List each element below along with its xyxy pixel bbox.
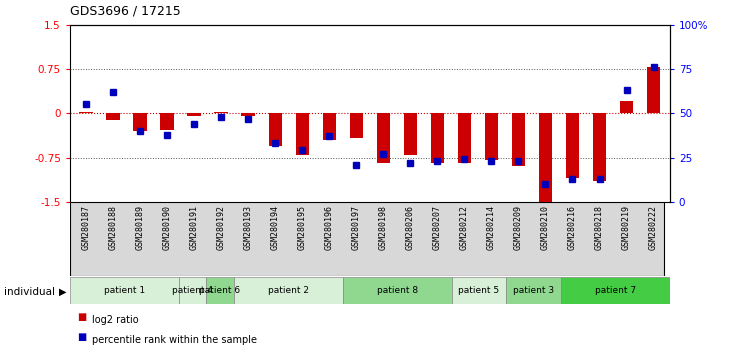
Text: GSM280195: GSM280195	[298, 205, 307, 250]
Bar	[214, 112, 228, 113]
Text: patient 4: patient 4	[172, 286, 213, 295]
Text: GSM280214: GSM280214	[487, 205, 496, 250]
Text: ▶: ▶	[59, 287, 66, 297]
Bar	[620, 102, 633, 113]
Text: percentile rank within the sample: percentile rank within the sample	[92, 335, 257, 345]
Bar	[458, 113, 471, 164]
Bar	[296, 113, 309, 155]
Text: patient 2: patient 2	[268, 286, 308, 295]
Bar	[179, 277, 206, 304]
Bar	[561, 277, 670, 304]
Bar	[206, 277, 233, 304]
Text: patient 5: patient 5	[459, 286, 500, 295]
Text: GSM280189: GSM280189	[135, 205, 145, 250]
Text: GSM280209: GSM280209	[514, 205, 523, 250]
Bar	[342, 277, 452, 304]
Bar	[79, 112, 93, 113]
Bar	[269, 113, 282, 146]
Bar	[452, 277, 506, 304]
Bar	[539, 113, 552, 202]
Text: GSM280192: GSM280192	[216, 205, 226, 250]
Text: GSM280219: GSM280219	[622, 205, 631, 250]
Bar	[160, 113, 174, 130]
Text: GSM280194: GSM280194	[271, 205, 280, 250]
Text: GSM280197: GSM280197	[352, 205, 361, 250]
Text: GSM280188: GSM280188	[109, 205, 118, 250]
Text: GSM280191: GSM280191	[190, 205, 199, 250]
Text: GSM280190: GSM280190	[163, 205, 171, 250]
Text: log2 ratio: log2 ratio	[92, 315, 138, 325]
Text: patient 8: patient 8	[377, 286, 417, 295]
Text: patient 3: patient 3	[513, 286, 554, 295]
Bar	[133, 113, 147, 131]
Text: GSM280196: GSM280196	[325, 205, 334, 250]
Text: GSM280210: GSM280210	[541, 205, 550, 250]
Bar	[506, 277, 561, 304]
Text: patient 7: patient 7	[595, 286, 636, 295]
Bar	[107, 113, 120, 120]
Bar	[485, 113, 498, 160]
Text: GSM280218: GSM280218	[595, 205, 604, 250]
Bar	[431, 113, 444, 164]
Bar	[322, 113, 336, 140]
Text: patient 1: patient 1	[104, 286, 145, 295]
Text: GSM280187: GSM280187	[82, 205, 91, 250]
Bar	[70, 277, 179, 304]
Text: GSM280207: GSM280207	[433, 205, 442, 250]
Bar	[377, 113, 390, 164]
Text: ■: ■	[77, 332, 87, 342]
Text: patient 6: patient 6	[199, 286, 241, 295]
Text: GSM280212: GSM280212	[460, 205, 469, 250]
Text: GSM280216: GSM280216	[568, 205, 577, 250]
Text: GSM280222: GSM280222	[649, 205, 658, 250]
Text: ■: ■	[77, 312, 87, 322]
Bar	[592, 113, 606, 181]
Bar	[512, 113, 526, 166]
Bar	[403, 113, 417, 155]
Text: GSM280193: GSM280193	[244, 205, 252, 250]
Bar	[647, 67, 660, 113]
Bar	[188, 113, 201, 116]
Text: individual: individual	[4, 287, 54, 297]
Bar	[233, 277, 342, 304]
Text: GSM280198: GSM280198	[379, 205, 388, 250]
Text: GDS3696 / 17215: GDS3696 / 17215	[70, 5, 180, 18]
Bar	[566, 113, 579, 178]
Bar	[241, 113, 255, 116]
Text: GSM280206: GSM280206	[406, 205, 415, 250]
Bar	[350, 113, 363, 138]
